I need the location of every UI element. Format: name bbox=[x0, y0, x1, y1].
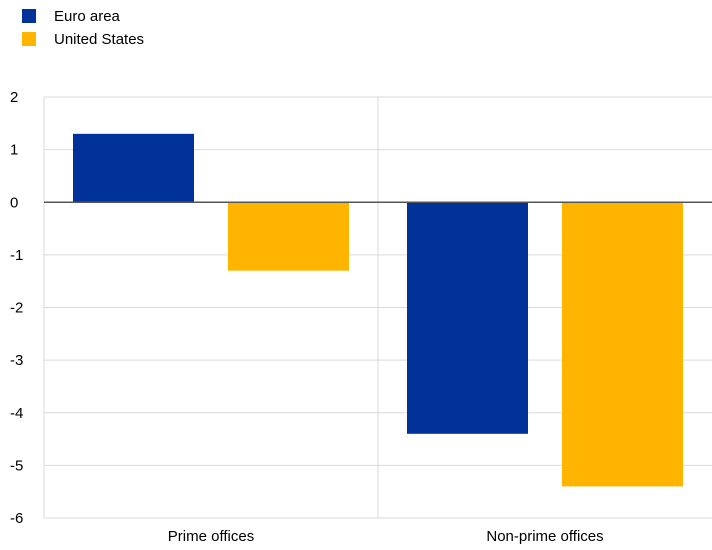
y-tick-label: 2 bbox=[10, 89, 18, 106]
bar-euro-area-prime-offices bbox=[73, 133, 194, 203]
y-tick-label: 0 bbox=[10, 194, 18, 211]
bars bbox=[73, 133, 683, 487]
legend-swatch-united-states bbox=[22, 32, 36, 46]
y-tick-label: -3 bbox=[10, 352, 23, 369]
bar-euro-area-non-prime-offices bbox=[407, 202, 528, 434]
legend-label-euro-area: Euro area bbox=[54, 8, 121, 25]
x-tick-label: Non-prime offices bbox=[486, 528, 603, 545]
y-tick-label: -6 bbox=[10, 510, 23, 527]
legend: Euro area United States bbox=[22, 8, 144, 48]
legend-swatch-euro-area bbox=[22, 9, 36, 23]
legend-label-united-states: United States bbox=[54, 31, 144, 48]
y-tick-label: -5 bbox=[10, 457, 23, 474]
labels: 2 1 0 -1 -2 -3 -4 -5 -6 Prime offices Non-prime of… bbox=[10, 89, 604, 545]
y-tick-label: -1 bbox=[10, 247, 23, 264]
bar-united-states-prime-offices bbox=[228, 202, 349, 271]
bar-united-states-non-prime-offices bbox=[562, 202, 683, 487]
y-tick-label: 1 bbox=[10, 142, 18, 159]
x-tick-label: Prime offices bbox=[168, 528, 254, 545]
y-tick-label: -2 bbox=[10, 300, 23, 317]
y-tick-label: -4 bbox=[10, 405, 23, 422]
